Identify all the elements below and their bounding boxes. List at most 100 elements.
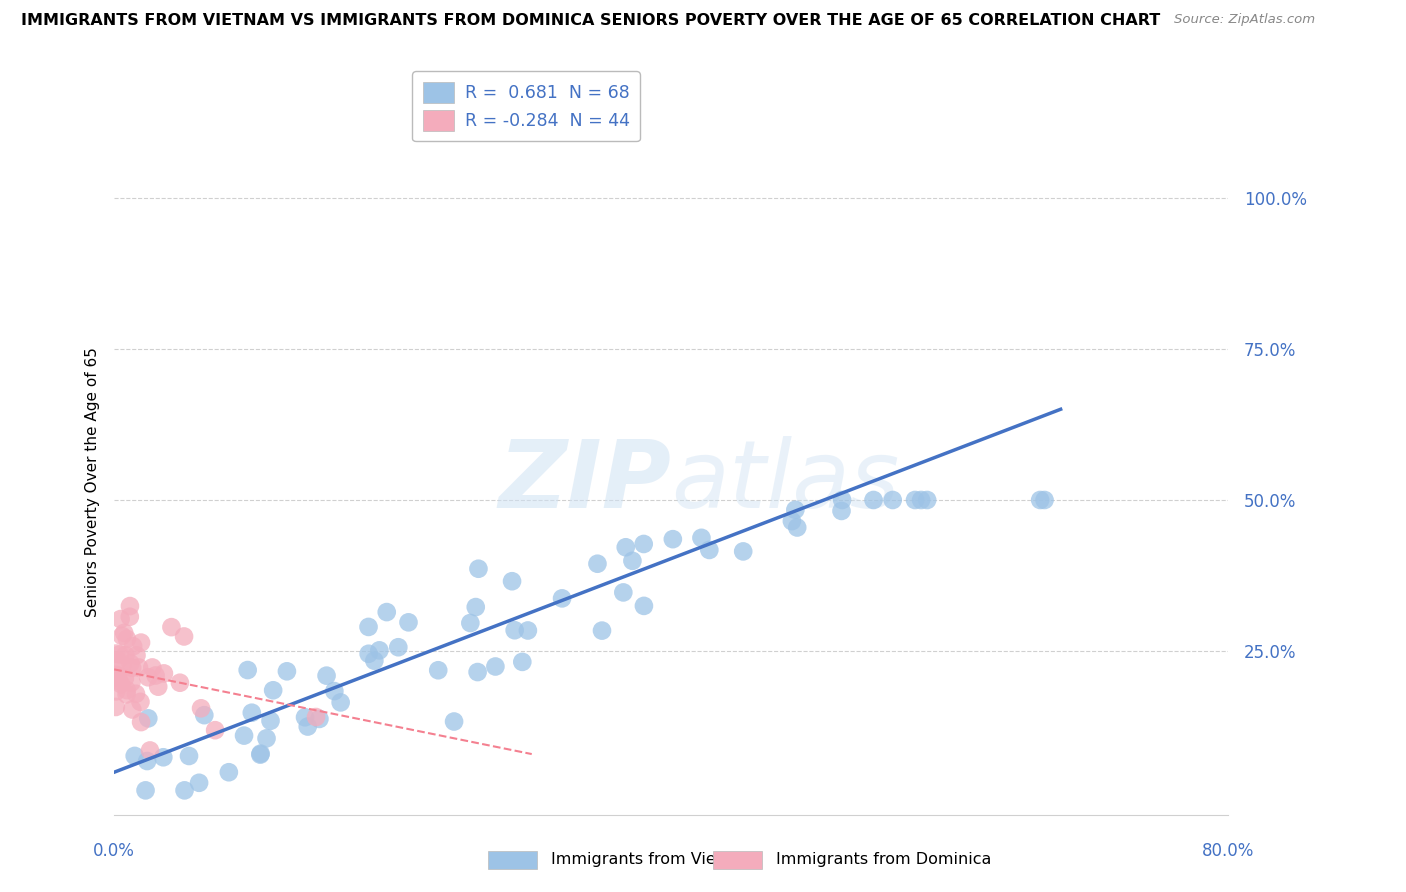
Point bbox=[105, 654, 128, 668]
Point bbox=[329, 695, 352, 709]
Point bbox=[276, 665, 298, 679]
Point bbox=[259, 714, 281, 728]
Point bbox=[831, 493, 853, 508]
Point bbox=[831, 504, 853, 518]
Text: ZIP: ZIP bbox=[498, 436, 671, 528]
Point bbox=[427, 663, 450, 677]
Point bbox=[503, 624, 526, 638]
Point bbox=[136, 754, 159, 768]
Point bbox=[114, 648, 136, 663]
Point bbox=[398, 615, 420, 630]
Point bbox=[128, 660, 150, 674]
Text: 80.0%: 80.0% bbox=[1202, 842, 1254, 860]
Point bbox=[135, 783, 157, 797]
Point bbox=[690, 531, 713, 545]
Point bbox=[129, 715, 152, 730]
Point bbox=[129, 695, 152, 709]
Point bbox=[467, 562, 489, 576]
Point bbox=[111, 658, 134, 673]
Point bbox=[882, 493, 904, 508]
Point bbox=[621, 554, 644, 568]
Point bbox=[233, 729, 256, 743]
Y-axis label: Seniors Poverty Over the Age of 65: Seniors Poverty Over the Age of 65 bbox=[86, 347, 100, 616]
Point bbox=[115, 683, 138, 698]
Point bbox=[218, 765, 240, 780]
Point bbox=[357, 647, 380, 661]
Point bbox=[315, 668, 337, 682]
Point bbox=[114, 671, 136, 685]
Point bbox=[612, 585, 634, 599]
Point bbox=[145, 668, 167, 682]
Point bbox=[910, 493, 932, 508]
Point bbox=[249, 747, 271, 762]
Point bbox=[190, 701, 212, 715]
Point bbox=[786, 520, 808, 534]
Point bbox=[1033, 493, 1056, 508]
Point bbox=[120, 657, 142, 671]
Point bbox=[193, 708, 215, 723]
Point bbox=[173, 630, 195, 644]
Point bbox=[357, 620, 380, 634]
Point bbox=[699, 543, 721, 558]
Point bbox=[460, 615, 482, 630]
Point bbox=[240, 706, 263, 720]
Point bbox=[256, 731, 278, 746]
Point bbox=[115, 632, 138, 646]
Point bbox=[141, 660, 163, 674]
Point bbox=[112, 625, 135, 640]
Point bbox=[586, 557, 609, 571]
Point bbox=[122, 639, 145, 653]
Point bbox=[120, 675, 142, 690]
Point bbox=[136, 711, 159, 725]
Point bbox=[105, 684, 128, 698]
Point bbox=[121, 661, 143, 675]
Point bbox=[294, 710, 316, 724]
Point bbox=[105, 668, 128, 682]
Point bbox=[662, 532, 685, 546]
Point bbox=[124, 748, 146, 763]
Point bbox=[323, 684, 346, 698]
Point bbox=[107, 671, 129, 685]
Point bbox=[249, 747, 271, 761]
Point bbox=[108, 648, 131, 662]
Point bbox=[516, 624, 538, 638]
Point bbox=[177, 749, 200, 764]
Point bbox=[262, 683, 284, 698]
Point bbox=[780, 514, 803, 528]
Text: IMMIGRANTS FROM VIETNAM VS IMMIGRANTS FROM DOMINICA SENIORS POVERTY OVER THE AGE: IMMIGRANTS FROM VIETNAM VS IMMIGRANTS FR… bbox=[21, 13, 1160, 29]
Text: 0.0%: 0.0% bbox=[93, 842, 135, 860]
Point bbox=[510, 655, 533, 669]
Point bbox=[443, 714, 465, 729]
Text: Immigrants from Dominica: Immigrants from Dominica bbox=[776, 853, 991, 867]
Point bbox=[501, 574, 523, 589]
Point bbox=[363, 654, 385, 668]
Point bbox=[188, 776, 211, 790]
Point bbox=[387, 640, 409, 655]
Point bbox=[153, 666, 176, 681]
Point bbox=[915, 493, 938, 508]
Point bbox=[1029, 493, 1052, 508]
Point bbox=[551, 591, 574, 606]
Legend: R =  0.681  N = 68, R = -0.284  N = 44: R = 0.681 N = 68, R = -0.284 N = 44 bbox=[412, 71, 640, 142]
Point bbox=[467, 665, 489, 679]
Point bbox=[633, 537, 655, 551]
Point bbox=[118, 599, 141, 613]
Point bbox=[152, 750, 174, 764]
Point bbox=[633, 599, 655, 613]
Point bbox=[733, 544, 755, 558]
Point bbox=[136, 670, 159, 684]
Point bbox=[862, 493, 884, 508]
Point bbox=[904, 493, 927, 508]
Point bbox=[121, 702, 143, 716]
Point bbox=[139, 743, 162, 757]
Point bbox=[160, 620, 183, 634]
Point bbox=[105, 647, 128, 661]
Text: Source: ZipAtlas.com: Source: ZipAtlas.com bbox=[1174, 13, 1315, 27]
Point bbox=[169, 675, 191, 690]
Point bbox=[125, 687, 148, 701]
Point bbox=[1279, 190, 1302, 204]
Point bbox=[148, 680, 170, 694]
Point bbox=[305, 710, 328, 724]
Point bbox=[204, 723, 226, 738]
Point bbox=[118, 609, 141, 624]
